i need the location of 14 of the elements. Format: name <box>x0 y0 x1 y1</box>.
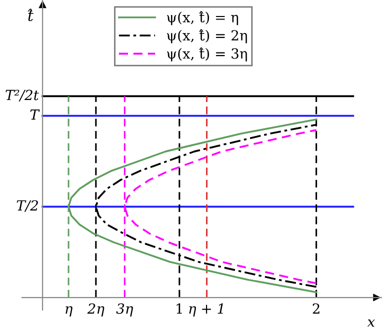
ref-line-label: T²/2t <box>6 90 39 102</box>
x-axis-title: x <box>367 319 375 327</box>
ref-line-label: 3η <box>116 303 133 317</box>
legend-label: ψ(x, t̂) = η <box>167 11 238 26</box>
legend-label: ψ(x, t̂) = 2η <box>167 29 247 44</box>
ref-line-label: T <box>30 110 40 120</box>
ref-line-label: η + 1 <box>189 303 223 317</box>
x-tick-label: 1 <box>176 303 182 314</box>
ref-line-label: T/2 <box>16 200 38 212</box>
ref-line-label: 2η <box>87 303 104 317</box>
legend-label: ψ(x, t̂) = 3η <box>167 47 247 62</box>
text: t̂ <box>28 8 34 22</box>
ref-line-label: η <box>66 306 72 317</box>
x-tick-label: 2 <box>312 303 320 314</box>
